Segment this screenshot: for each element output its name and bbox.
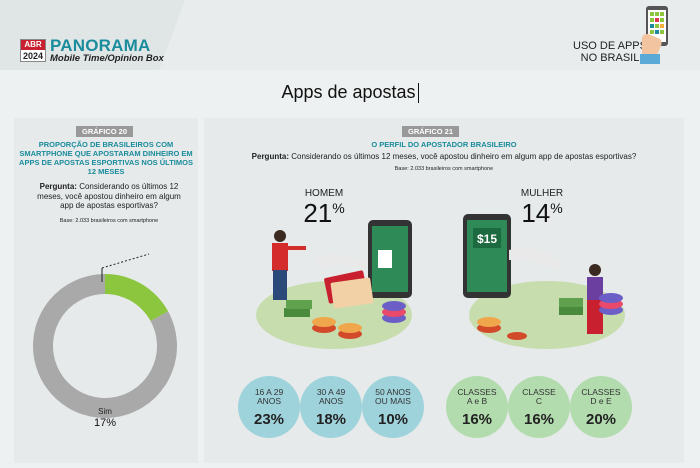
brand-subtitle: Mobile Time/Opinion Box — [50, 53, 164, 64]
social-class-label: CLASSE C — [508, 388, 570, 406]
chart-20-panel: GRÁFICO 20 PROPORÇÃO DE BRASILEIROS COM … — [14, 118, 198, 463]
section-line-2: NO BRASIL — [580, 52, 640, 64]
social-class-circle: CLASSES A e B 16% — [446, 376, 508, 438]
brand-title: PANORAMA — [50, 36, 151, 55]
men-percent: 21 — [303, 198, 333, 228]
social-class-label-line: D e E — [590, 396, 612, 406]
donut-slice-sim — [105, 274, 169, 321]
social-class-value: 20% — [585, 411, 617, 428]
man-betting-illustration — [256, 220, 412, 349]
age-group-circle: 16 A 29 ANOS 23% — [238, 376, 300, 438]
age-group-label-line: 50 ANOS — [375, 387, 411, 397]
women-label: MULHER — [520, 188, 564, 199]
social-class-circle: CLASSE C 16% — [508, 376, 570, 438]
chart-21-question: Pergunta: Considerando os últimos 12 mes… — [204, 152, 684, 161]
age-group-value: 18% — [315, 411, 347, 428]
age-group-label-line: 16 A 29 — [254, 387, 284, 397]
text-cursor — [417, 83, 419, 104]
age-group-circle: 50 ANOS OU MAIS 10% — [362, 376, 424, 438]
age-group-value: 10% — [377, 411, 409, 428]
chart-20-base: Base: 2.033 brasileiros com smartphone — [59, 218, 159, 224]
social-class-label-line: CLASSES — [457, 387, 497, 397]
question-text: Considerando os últimos 12 meses, você a… — [37, 182, 181, 210]
social-class-label: CLASSES D e E — [570, 388, 632, 406]
social-class-circle: CLASSES D e E 20% — [570, 376, 632, 438]
woman-betting-illustration: $15 — [463, 214, 625, 349]
percent-sign: % — [332, 200, 345, 216]
sim-leader-diagonal — [101, 253, 150, 269]
chart-20-headline: PROPORÇÃO DE BRASILEIROS COM SMARTPHONE … — [19, 140, 193, 176]
social-class-label-line: A e B — [466, 396, 488, 406]
badge-year: 2024 — [22, 51, 44, 61]
age-group-label: 50 ANOS OU MAIS — [362, 388, 424, 406]
age-group-label-line: 30 A 49 — [316, 387, 346, 397]
question-label: Pergunta: — [251, 152, 289, 161]
men-label: HOMEM — [304, 188, 344, 199]
donut-label-name: Sim — [98, 407, 112, 416]
chart-21-tag: GRÁFICO 21 — [402, 126, 460, 137]
question-label: Pergunta: — [39, 182, 77, 191]
donut-chart: Sim 17% — [33, 253, 177, 429]
social-class-label: CLASSES A e B — [446, 388, 508, 406]
section-line-1: USO DE APPS — [573, 40, 647, 52]
section-title: USO DE APPS NO BRASIL — [560, 40, 660, 64]
chart-21-base: Base: 2.033 brasileiros com smartphone — [394, 166, 494, 172]
percent-sign: % — [550, 200, 563, 216]
page-title: Apps de apostas — [0, 82, 700, 104]
woman-figure-icon — [587, 264, 603, 334]
chart-21-headline: O PERFIL DO APOSTADOR BRASILEIRO — [371, 140, 517, 149]
question-text: Considerando os últimos 12 meses, você a… — [291, 152, 637, 161]
age-group-label: 16 A 29 ANOS — [238, 388, 300, 406]
badge-month: ABR — [21, 40, 45, 50]
age-group-label-line: ANOS — [256, 396, 282, 406]
chart-20-question: Pergunta: Considerando os últimos 12 mes… — [34, 182, 184, 211]
phone-hand-icon — [640, 6, 668, 64]
social-class-value: 16% — [523, 411, 555, 428]
chart-20-tag: GRÁFICO 20 — [76, 126, 134, 137]
age-group-label-line: OU MAIS — [375, 396, 411, 406]
social-class-label-line: CLASSES — [581, 387, 621, 397]
page-title-text: Apps de apostas — [281, 82, 416, 102]
svg-text:$15: $15 — [477, 232, 497, 246]
chart-21-panel: GRÁFICO 21 O PERFIL DO APOSTADOR BRASILE… — [204, 118, 684, 463]
abr-badge: ABR 2024 — [20, 39, 46, 62]
donut-label-value: 17% — [94, 417, 116, 429]
social-class-label-line: C — [535, 396, 543, 406]
age-group-value: 23% — [253, 411, 285, 428]
men-value: 21% — [289, 198, 359, 229]
women-percent: 14 — [521, 198, 551, 228]
man-figure-icon — [272, 230, 306, 300]
age-group-circle: 30 A 49 ANOS 18% — [300, 376, 362, 438]
age-group-label: 30 A 49 ANOS — [300, 388, 362, 406]
social-class-value: 16% — [461, 411, 493, 428]
women-value: 14% — [507, 198, 577, 229]
age-group-label-line: ANOS — [318, 396, 344, 406]
social-class-label-line: CLASSE — [522, 387, 556, 397]
